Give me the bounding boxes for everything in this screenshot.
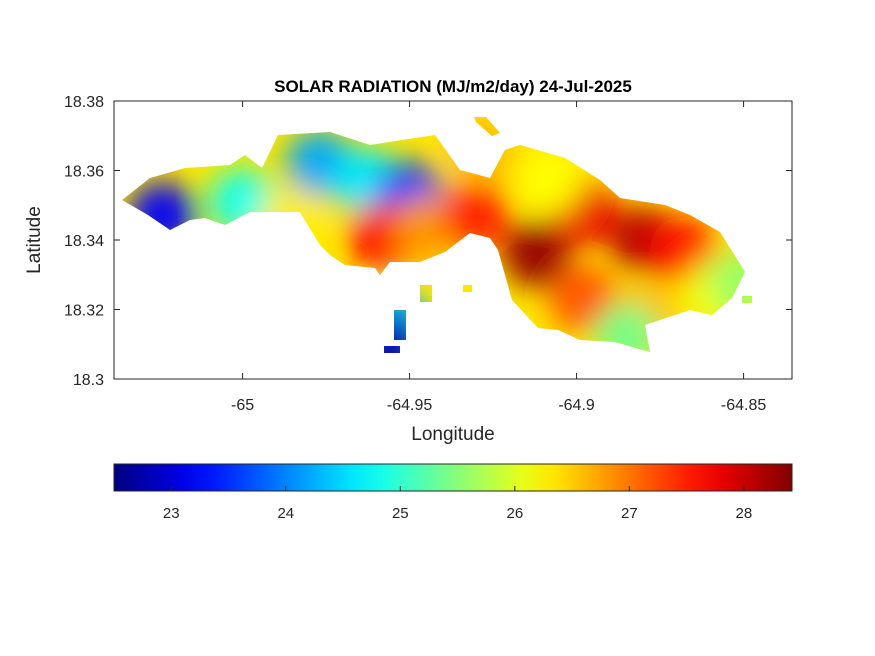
colorbar-tick-label: 26	[507, 505, 524, 522]
y-axis-label: Latitude	[24, 206, 45, 274]
x-tick-label: -65	[231, 397, 254, 414]
radiation-hotspot-9	[442, 181, 511, 250]
x-tick-label: -64.85	[721, 397, 766, 414]
colorbar-tick-label: 28	[736, 505, 753, 522]
chart-title: SOLAR RADIATION (MJ/m2/day) 24-Jul-2025	[274, 77, 632, 96]
colorbar: 23 24 25 26 27 28	[113, 463, 793, 522]
radiation-hotspot-10	[502, 219, 571, 288]
colorbar-ticks: 23 24 25 26 27 28	[163, 486, 752, 522]
radiation-hotspot-14	[515, 146, 584, 215]
colorbar-tick-label: 24	[277, 505, 294, 522]
x-axis-ticks: -65 -64.95 -64.9 -64.85	[231, 101, 766, 414]
colorbar-tick-label: 23	[163, 505, 180, 522]
colorbar-gradient	[113, 463, 793, 492]
x-tick-label: -64.95	[387, 397, 432, 414]
y-tick-label: 18.36	[64, 164, 104, 181]
plot-area: -65 -64.95 -64.9 -64.85 18.3 18.32 18.34 18.36…	[64, 94, 793, 414]
y-axis-ticks: 18.3 18.32 18.34 18.36 18.38	[64, 94, 792, 389]
x-axis-label: Longitude	[411, 424, 494, 445]
y-tick-label: 18.34	[64, 233, 104, 250]
x-tick-label: -64.9	[558, 397, 595, 414]
colorbar-tick-label: 25	[392, 505, 409, 522]
radiation-hotspot-22	[592, 303, 661, 353]
colorbar-tick-label: 27	[621, 505, 638, 522]
y-tick-label: 18.3	[73, 372, 104, 389]
y-tick-label: 18.38	[64, 94, 104, 111]
y-tick-label: 18.32	[64, 303, 104, 320]
